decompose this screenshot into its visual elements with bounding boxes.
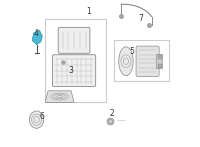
- Text: 2: 2: [109, 109, 114, 118]
- FancyBboxPatch shape: [52, 55, 96, 86]
- Text: 5: 5: [129, 47, 134, 56]
- Text: 4: 4: [34, 29, 39, 38]
- Text: 3: 3: [69, 66, 74, 75]
- Text: 6: 6: [40, 112, 45, 121]
- FancyBboxPatch shape: [156, 54, 162, 69]
- FancyBboxPatch shape: [58, 27, 90, 53]
- Text: 7: 7: [138, 14, 143, 23]
- Ellipse shape: [119, 47, 133, 76]
- Polygon shape: [32, 30, 42, 45]
- FancyBboxPatch shape: [45, 19, 106, 102]
- Polygon shape: [45, 91, 74, 102]
- Text: 1: 1: [86, 7, 91, 16]
- Ellipse shape: [29, 111, 44, 128]
- FancyBboxPatch shape: [114, 40, 169, 81]
- FancyBboxPatch shape: [136, 46, 159, 76]
